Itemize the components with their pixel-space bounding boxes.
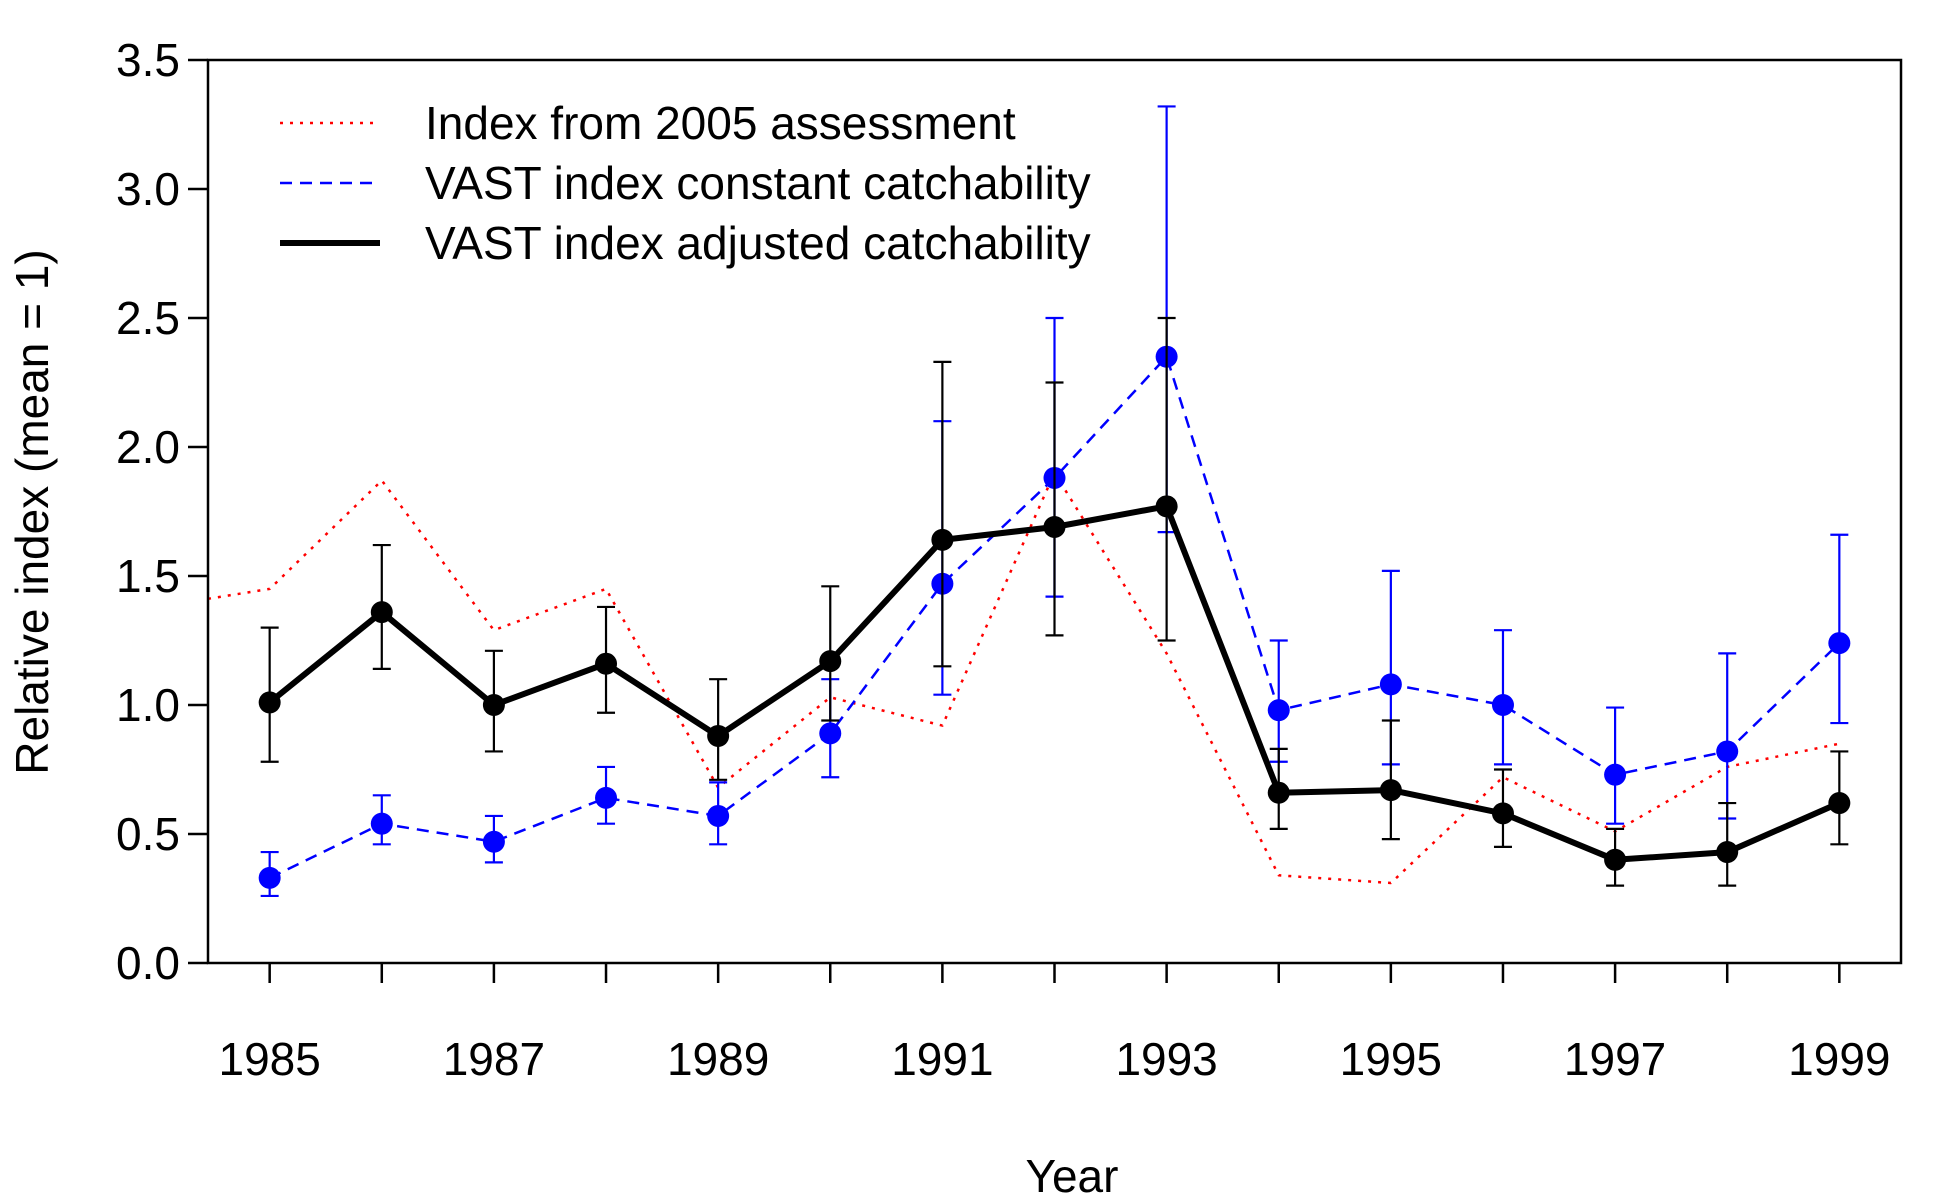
x-tick-label-2: 1989 bbox=[667, 1033, 769, 1085]
data-point-1-11 bbox=[1491, 694, 1514, 716]
x-tick-label-7: 1999 bbox=[1788, 1033, 1890, 1085]
y-tick-label-6: 3.0 bbox=[116, 163, 180, 215]
legend-label-0: Index from 2005 assessment bbox=[425, 97, 1016, 149]
data-point-2-8 bbox=[1155, 495, 1178, 518]
x-tick-label-1: 1987 bbox=[443, 1033, 545, 1085]
data-point-1-14 bbox=[1828, 632, 1851, 655]
data-point-2-7 bbox=[1043, 515, 1066, 538]
y-tick-label-4: 2.0 bbox=[116, 421, 180, 473]
data-point-2-5 bbox=[819, 650, 842, 673]
data-point-1-9 bbox=[1267, 699, 1290, 722]
data-point-1-5 bbox=[819, 722, 842, 745]
y-tick-label-0: 0.0 bbox=[116, 937, 180, 989]
y-tick-label-1: 0.5 bbox=[116, 808, 180, 860]
data-point-2-12 bbox=[1604, 848, 1627, 871]
data-point-1-4 bbox=[707, 804, 730, 827]
data-point-1-1 bbox=[370, 812, 393, 835]
x-tick-label-5: 1995 bbox=[1340, 1033, 1442, 1085]
data-point-1-3 bbox=[595, 786, 618, 809]
x-tick-label-3: 1991 bbox=[891, 1033, 993, 1085]
series-line-1 bbox=[269, 355, 1841, 880]
x-tick-label-4: 1993 bbox=[1115, 1033, 1217, 1085]
data-point-1-10 bbox=[1379, 673, 1402, 696]
y-tick-label-2: 1.0 bbox=[116, 679, 180, 731]
x-tick-label-0: 1985 bbox=[218, 1033, 320, 1085]
data-point-1-2 bbox=[482, 830, 505, 853]
legend-label-2: VAST index adjusted catchability bbox=[425, 217, 1091, 269]
y-tick-label-7: 3.5 bbox=[116, 34, 180, 86]
data-point-2-9 bbox=[1267, 781, 1290, 804]
data-point-1-13 bbox=[1716, 740, 1739, 763]
data-point-2-14 bbox=[1828, 792, 1851, 815]
x-tick-label-6: 1997 bbox=[1564, 1033, 1666, 1085]
axis-layer: 1985 1987 1989 1991 1993 1995 1997 1999 0.0 0.5 1.… bbox=[116, 34, 1890, 1085]
x-axis-title: Year bbox=[1026, 1150, 1119, 1200]
data-point-2-1 bbox=[370, 601, 393, 624]
data-point-2-4 bbox=[707, 724, 730, 747]
data-point-2-3 bbox=[595, 652, 618, 675]
data-point-2-0 bbox=[258, 691, 281, 714]
data-point-1-12 bbox=[1604, 763, 1627, 786]
y-axis-title: Relative index (mean = 1) bbox=[6, 249, 58, 774]
data-point-2-11 bbox=[1491, 802, 1514, 825]
series-line-0 bbox=[207, 471, 1840, 885]
legend-label-1: VAST index constant catchability bbox=[425, 157, 1091, 209]
data-point-2-2 bbox=[482, 694, 505, 716]
data-point-1-0 bbox=[258, 866, 281, 889]
data-point-2-13 bbox=[1716, 841, 1739, 864]
legend: Index from 2005 assessment VAST index con… bbox=[280, 97, 1091, 269]
y-tick-label-3: 1.5 bbox=[116, 550, 180, 602]
data-point-2-6 bbox=[931, 528, 954, 551]
data-point-2-10 bbox=[1379, 779, 1402, 802]
series-layer bbox=[207, 105, 1851, 898]
y-tick-label-5: 2.5 bbox=[116, 292, 180, 344]
